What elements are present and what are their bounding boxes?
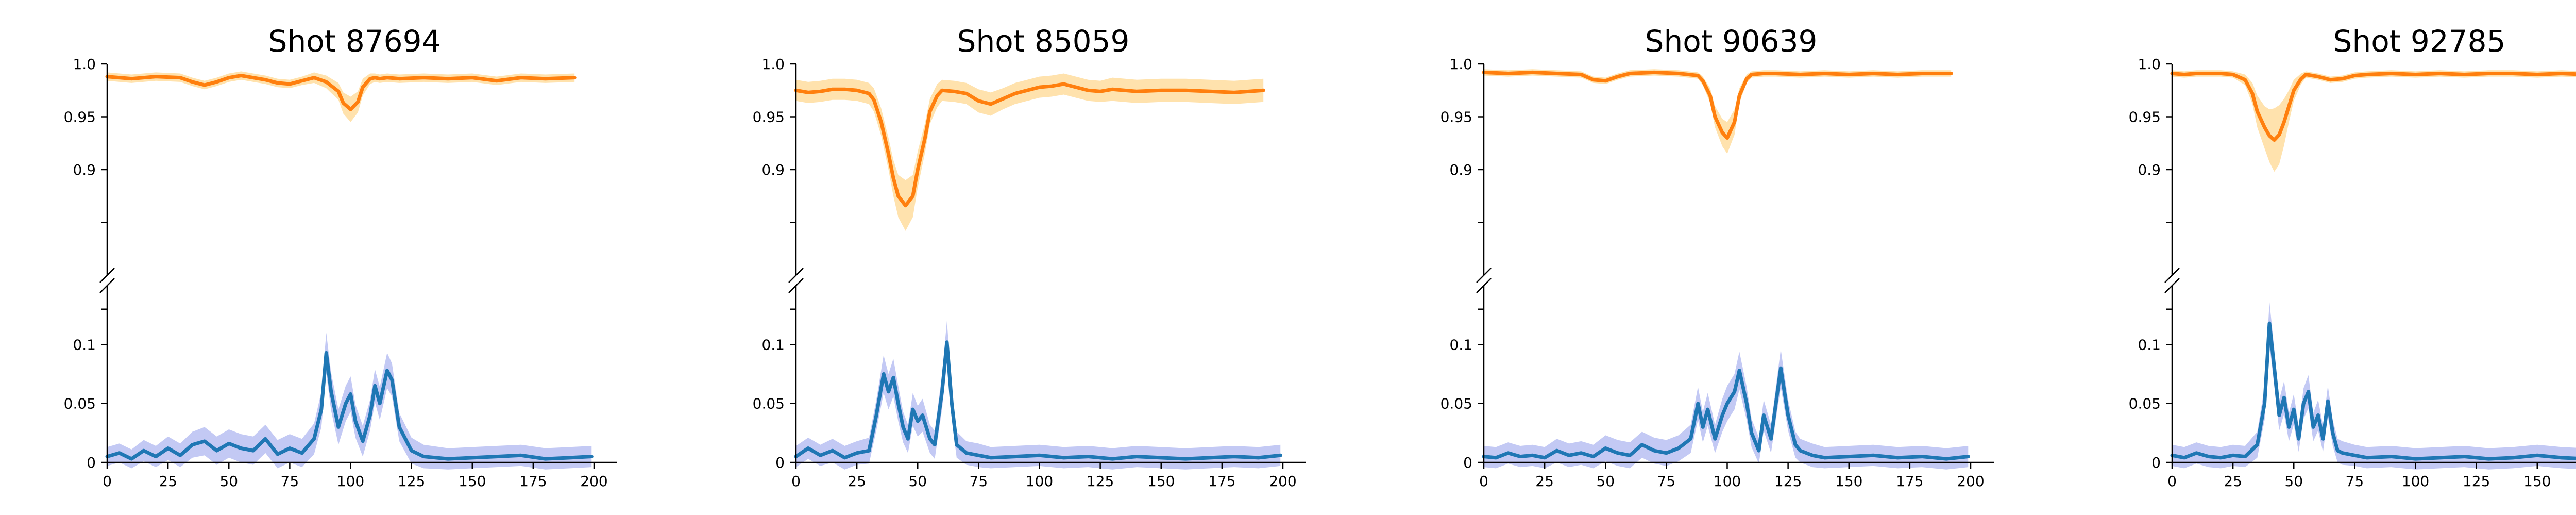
bottom-series-line [794,340,1282,461]
axis-break-mark [2164,278,2180,293]
subplot-4: Shot 92785 0.9 0.95 1.0 0 0.05 0.1 0 25 50 75 100 12… [2129,24,2576,490]
bottom-y-tick-label: 0.05 [2129,395,2161,412]
top-y-tick-label: 0.95 [2129,109,2161,126]
x-tick-label: 50 [219,473,238,490]
x-tick-label: 50 [1596,473,1615,490]
top-y-tick-label: 0.9 [73,161,96,178]
bottom-y-tick-label: 0.1 [2138,336,2161,353]
x-tick-label: 150 [1835,473,1862,490]
bottom-series-band [796,321,1281,470]
bottom-y-tick-label: 0.1 [73,336,96,353]
axis-break-mark [2164,268,2180,283]
x-tick-label: 50 [908,473,927,490]
top-series-line [105,74,577,111]
x-tick-label: 150 [2523,473,2551,490]
top-y-tick-label: 1.0 [761,56,785,73]
top-y-tick-label: 0.95 [1440,109,1472,126]
x-tick-label: 200 [1957,473,1984,490]
top-series-line [1482,70,1953,140]
x-tick-label: 200 [1269,473,1296,490]
x-tick-label: 150 [459,473,486,490]
top-y-tick-label: 0.9 [761,161,785,178]
top-y-tick-label: 1.0 [73,56,96,73]
bottom-y-tick-label: 0.05 [1440,395,1472,412]
bottom-y-tick-label: 0.05 [753,395,785,412]
bottom-series-line [105,351,594,461]
bottom-y-tick-label: 0 [87,454,96,471]
axis-break-mark [788,268,804,283]
x-tick-label: 25 [159,473,177,490]
x-tick-label: 125 [1087,473,1114,490]
bottom-y-tick-label: 0 [775,454,785,471]
bottom-series-line [1482,366,1970,461]
x-tick-label: 0 [791,473,801,490]
bottom-series-band [107,333,592,470]
x-tick-label: 150 [1147,473,1175,490]
top-y-tick-label: 1.0 [1449,56,1472,73]
axis-break-mark [99,268,115,283]
chart-title: Shot 85059 [957,24,1130,59]
bottom-y-tick-label: 0 [1463,454,1472,471]
x-tick-label: 175 [519,473,547,490]
chart-title: Shot 90639 [1645,24,1818,59]
subplot-2: Shot 85059 0.9 0.95 1.0 0 0.05 0.1 0 25 50 75 100 12… [753,24,1306,490]
bottom-y-tick-label: 0.1 [761,336,785,353]
axis-break-mark [1476,268,1492,283]
subplot-1: Shot 87694 0.9 0.95 1.0 0 0.05 0.1 0 25 50 75 100 12… [64,24,617,490]
top-y-tick-label: 0.95 [64,109,96,126]
x-tick-label: 100 [337,473,364,490]
bottom-series-line [2170,321,2576,461]
axis-break-mark [1476,278,1492,293]
x-tick-label: 50 [2284,473,2303,490]
x-tick-label: 0 [103,473,112,490]
x-tick-label: 125 [1774,473,1802,490]
chart-title: Shot 92785 [2333,24,2506,59]
top-series-line [2170,71,2576,142]
x-tick-label: 125 [398,473,425,490]
top-series-band [796,73,1264,231]
x-tick-label: 100 [1714,473,1741,490]
x-tick-label: 175 [1208,473,1235,490]
x-tick-label: 75 [970,473,988,490]
axis-break-mark [788,278,804,293]
subplot-3: Shot 90639 0.9 0.95 1.0 0 0.05 0.1 0 25 50 75 100 12… [1440,24,1994,490]
top-series-line [794,82,1265,208]
bottom-series-band [2172,302,2576,470]
chart-title: Shot 87694 [268,24,441,59]
x-tick-label: 25 [1535,473,1554,490]
bottom-y-tick-label: 0.05 [64,395,96,412]
top-y-tick-label: 1.0 [2138,56,2161,73]
top-series-band [1484,69,1952,154]
x-tick-label: 75 [2346,473,2364,490]
bottom-y-tick-label: 0 [2151,454,2161,471]
x-tick-label: 0 [2167,473,2177,490]
x-tick-label: 125 [2463,473,2490,490]
top-y-tick-label: 0.9 [1449,161,1472,178]
bottom-y-tick-label: 0.1 [1449,336,1472,353]
x-tick-label: 75 [1657,473,1676,490]
x-tick-label: 25 [2224,473,2242,490]
x-tick-label: 200 [580,473,607,490]
x-tick-label: 0 [1479,473,1488,490]
x-tick-label: 25 [848,473,866,490]
x-tick-label: 100 [2402,473,2429,490]
x-tick-label: 175 [1896,473,1923,490]
top-series-band [2172,70,2576,172]
x-tick-label: 100 [1026,473,1053,490]
axis-break-mark [99,278,115,293]
top-y-tick-label: 0.95 [753,109,785,126]
x-tick-label: 75 [281,473,299,490]
top-y-tick-label: 0.9 [2138,161,2161,178]
